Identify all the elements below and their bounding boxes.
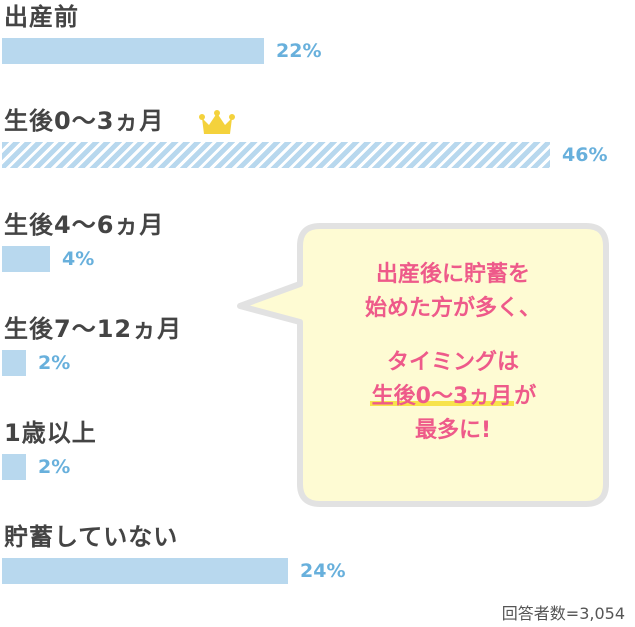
bar xyxy=(2,38,264,64)
callout-bubble: 出産後に貯蓄を 始めた方が多く、 タイミングは 生後0〜3ヵ月が 最多に! xyxy=(237,223,609,507)
callout-line-3: タイミングは xyxy=(386,350,519,375)
bar xyxy=(2,350,26,376)
category-label: 出産前 xyxy=(4,3,79,31)
chart-row: 貯蓄していない 24% xyxy=(0,522,635,602)
value-label: 22% xyxy=(276,40,322,62)
category-label: 生後7〜12ヵ月 xyxy=(4,315,183,343)
respondent-count: 回答者数=3,054 xyxy=(501,604,625,623)
chart-row: 生後0〜3ヵ月 46% xyxy=(0,106,635,186)
category-label: 貯蓄していない xyxy=(4,523,179,551)
callout-highlight: 生後0〜3ヵ月 xyxy=(369,384,515,409)
crown-icon xyxy=(199,110,235,136)
category-label: 生後0〜3ヵ月 xyxy=(4,107,165,135)
callout-line-2: 始めた方が多く、 xyxy=(364,296,541,321)
value-label: 46% xyxy=(562,144,608,166)
chart-row: 生後7〜12ヵ月 2% xyxy=(0,314,635,394)
bar xyxy=(2,454,26,480)
category-label: 1歳以上 xyxy=(4,419,97,447)
value-label: 4% xyxy=(62,248,95,270)
chart-row: 出産前 22% xyxy=(0,2,635,82)
value-label: 24% xyxy=(300,560,346,582)
callout-line-1: 出産後に貯蓄を xyxy=(375,262,530,287)
chart-row: 生後4〜6ヵ月 4% xyxy=(0,210,635,290)
callout-line-4-rest: が xyxy=(514,384,537,409)
bar xyxy=(2,142,550,168)
chart-row: 1歳以上 2% xyxy=(0,418,635,498)
value-label: 2% xyxy=(38,456,71,478)
category-label: 生後4〜6ヵ月 xyxy=(4,211,165,239)
callout-line-5: 最多に! xyxy=(414,418,492,443)
value-label: 2% xyxy=(38,352,71,374)
bar xyxy=(2,558,288,584)
bar xyxy=(2,246,50,272)
callout-bubble-shape xyxy=(237,223,609,507)
